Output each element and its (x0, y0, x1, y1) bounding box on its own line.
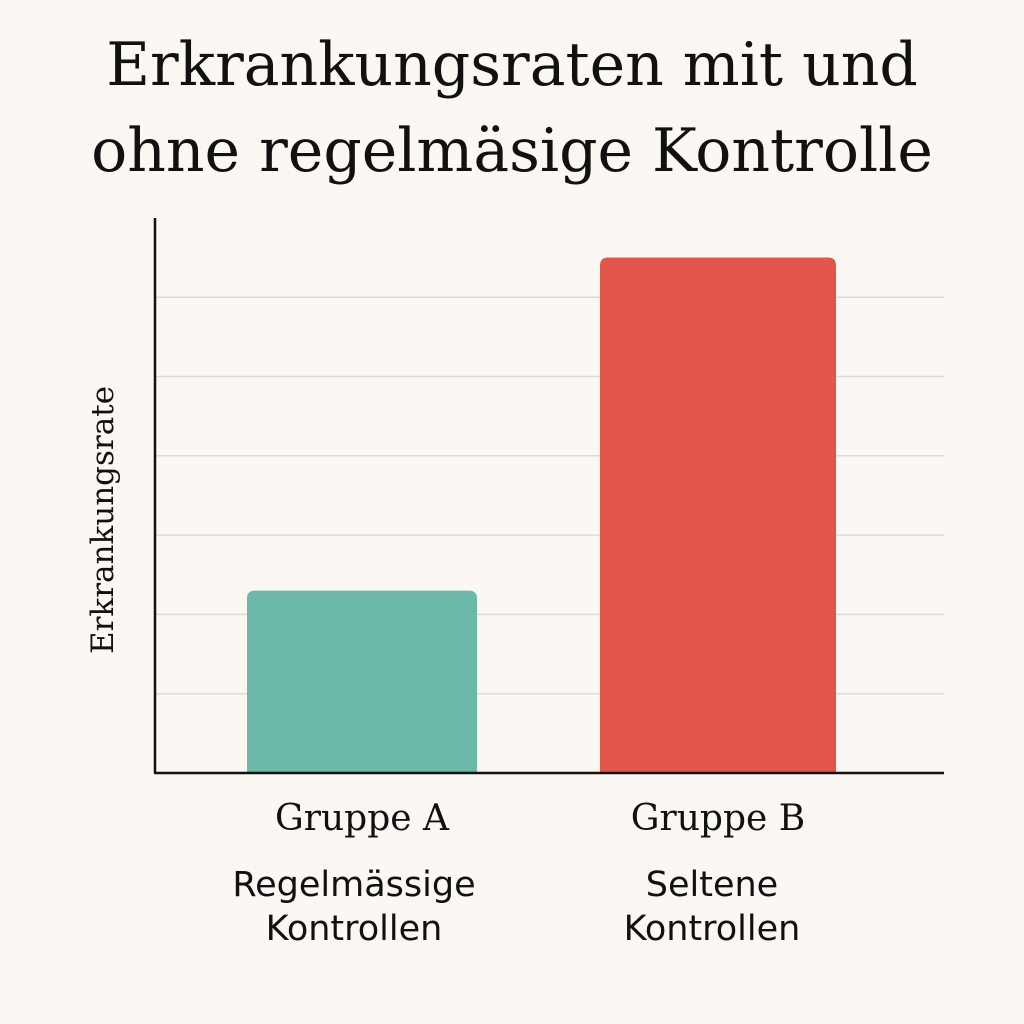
category-description-a: Regelmässige Kontrollen (184, 863, 524, 951)
chart-title-line-1: Erkrankungsraten mit und (106, 30, 918, 100)
category-description-b-line-1: Seltene (645, 865, 779, 905)
chart-title-line-2: ohne regelmäsige Kontrolle (91, 116, 933, 186)
category-description-a-line-1: Regelmässige (232, 865, 476, 905)
chart-title: Erkrankungsraten mit und ohne regelmäsig… (0, 22, 1024, 194)
x-tick-label: Gruppe A (275, 798, 450, 839)
y-axis-label: Erkrankungsrate (85, 386, 121, 654)
category-description-b: Seltene Kontrollen (542, 863, 882, 951)
category-labels: Gruppe A Gruppe B (275, 798, 805, 839)
category-description-b-line-2: Kontrollen (623, 909, 801, 949)
category-description-a-line-2: Kontrollen (265, 909, 443, 949)
bar-gruppe-b (600, 257, 836, 773)
x-tick-label: Gruppe B (631, 798, 805, 839)
bars (247, 257, 836, 773)
bar-gruppe-a (247, 590, 477, 773)
